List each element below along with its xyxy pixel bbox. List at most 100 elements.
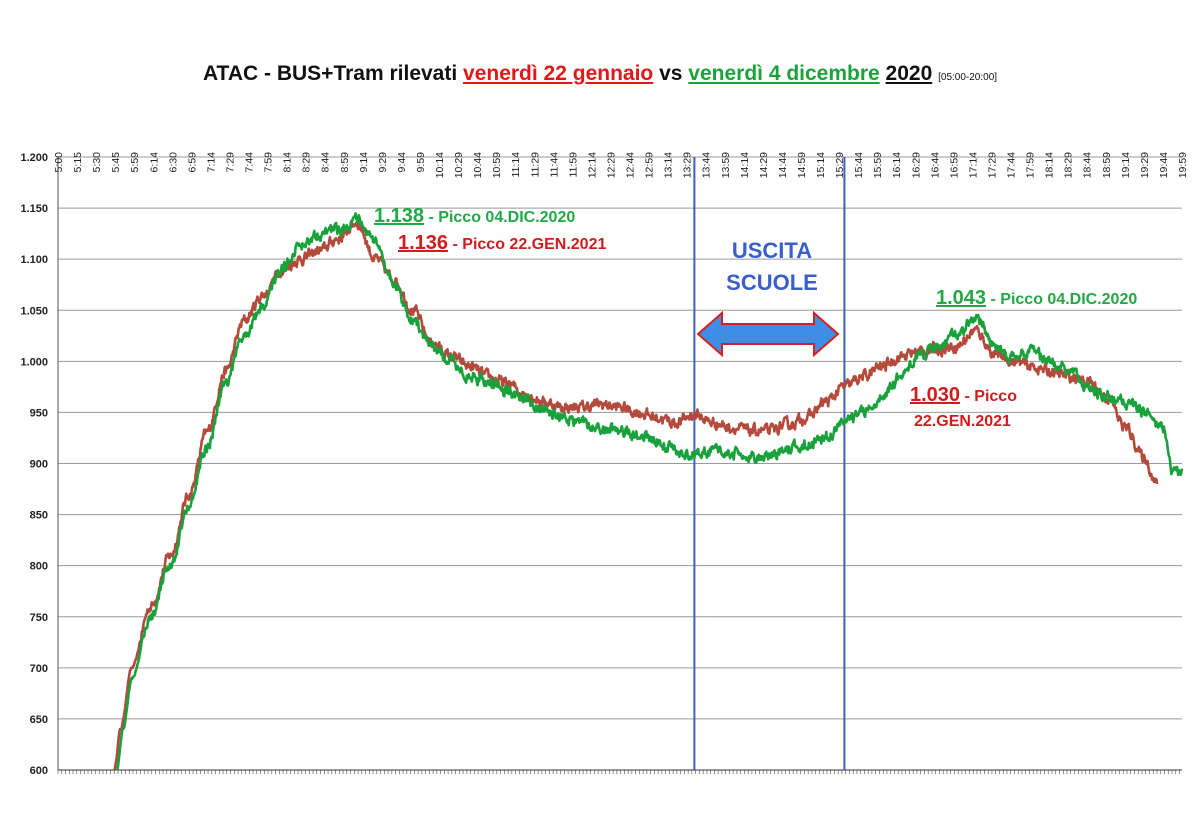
school-exit-markers	[693, 157, 846, 770]
x-tick-label: 8:44	[320, 152, 332, 173]
title-year: 2020	[885, 62, 933, 85]
x-tick-label: 18:14	[1044, 152, 1056, 178]
annotation-peak-dec-afternoon-value: 1.043	[936, 287, 987, 309]
x-tick-label: 14:29	[758, 152, 770, 178]
x-tick-label: 16:44	[929, 152, 941, 178]
y-tick-label: 1.150	[20, 203, 48, 215]
x-tick-label: 9:29	[377, 152, 389, 173]
x-tick-label: 17:59	[1025, 152, 1037, 178]
y-tick-label: 850	[30, 510, 48, 522]
chart-grid	[57, 156, 1182, 774]
x-tick-label: 11:59	[567, 152, 579, 178]
annotation-peak-jan-morning-text: - Picco 22.GEN.2021	[448, 236, 607, 253]
annotation-peak-jan-afternoon-date: 22.GEN.2021	[914, 413, 1011, 430]
y-tick-label: 1.100	[20, 254, 48, 266]
x-tick-label: 14:14	[739, 152, 751, 178]
x-tick-label: 16:29	[910, 152, 922, 178]
annotation-peak-jan-afternoon: 1.030 - Picco	[910, 384, 1017, 407]
x-tick-label: 17:14	[967, 152, 979, 178]
x-tick-label: 7:59	[263, 152, 275, 173]
double-arrow-icon	[696, 310, 840, 358]
x-tick-label: 7:14	[205, 152, 217, 173]
x-tick-label: 12:59	[644, 152, 656, 178]
x-tick-label: 13:44	[701, 152, 713, 178]
x-tick-label: 7:29	[224, 152, 236, 173]
x-tick-label: 9:44	[396, 152, 408, 173]
x-tick-label: 13:59	[720, 152, 732, 178]
x-tick-label: 19:14	[1120, 152, 1132, 178]
x-tick-label: 16:59	[948, 152, 960, 178]
y-tick-label: 1.000	[20, 356, 48, 368]
x-tick-label: 19:59	[1177, 152, 1189, 178]
y-tick-label: 1.200	[20, 152, 48, 164]
x-tick-label: 19:29	[1139, 152, 1151, 178]
x-tick-label: 8:59	[339, 152, 351, 173]
x-tick-label: 12:14	[586, 152, 598, 178]
x-tick-label: 17:44	[1006, 152, 1018, 178]
title-prefix: ATAC	[202, 62, 259, 85]
title-middle: BUS+Tram rilevati	[276, 62, 464, 85]
x-tick-label: 15:59	[872, 152, 884, 178]
title-vs: vs	[653, 62, 689, 85]
x-tick-label: 15:14	[815, 152, 827, 178]
annotation-uscita-scuole: USCITA SCUOLE	[702, 235, 842, 299]
title-dash: -	[258, 62, 277, 85]
x-tick-label: 18:59	[1101, 152, 1113, 178]
x-tick-label: 12:29	[605, 152, 617, 178]
chart-title: ATAC - BUS+Tram rilevati venerdì 22 genn…	[0, 62, 1200, 86]
x-tick-label: 11:29	[529, 152, 541, 178]
x-tick-label: 10:14	[434, 152, 446, 178]
annotation-uscita-line2: SCUOLE	[726, 270, 818, 295]
x-tick-label: 10:59	[491, 152, 503, 178]
y-axis-ticks: 600 650 700 750 800 850 900 950 1.000 1.050 1.100 1…	[20, 152, 48, 777]
x-tick-label: 13:29	[682, 152, 694, 178]
x-tick-label: 17:29	[986, 152, 998, 178]
y-tick-label: 800	[30, 561, 48, 573]
x-tick-label: 9:14	[358, 152, 370, 173]
x-tick-label: 5:45	[110, 152, 122, 173]
annotation-peak-dec-morning-value: 1.138	[374, 205, 425, 227]
x-tick-label: 8:29	[301, 152, 313, 173]
x-tick-label: 15:29	[834, 152, 846, 178]
x-tick-label: 14:44	[777, 152, 789, 178]
title-red-date: venerdì 22 gennaio	[463, 62, 654, 85]
x-tick-label: 11:44	[548, 152, 560, 178]
x-tick-label: 5:30	[91, 152, 103, 173]
x-tick-label: 9:59	[415, 152, 427, 173]
annotation-peak-dec-afternoon-text: - Picco 04.DIC.2020	[986, 291, 1138, 308]
x-tick-label: 12:44	[625, 152, 637, 178]
x-tick-label: 19:44	[1158, 152, 1170, 178]
y-tick-label: 1.050	[20, 305, 48, 317]
y-tick-label: 900	[30, 459, 48, 471]
annotation-peak-jan-morning-value: 1.136	[398, 232, 449, 254]
y-tick-label: 650	[30, 714, 48, 726]
title-green-date: venerdì 4 dicembre	[688, 62, 880, 85]
y-tick-label: 700	[30, 663, 48, 675]
double-arrow-shape	[696, 310, 840, 358]
annotation-peak-jan-afternoon-text1: - Picco	[960, 388, 1017, 405]
x-tick-label: 10:29	[453, 152, 465, 178]
series-lines	[113, 212, 1184, 771]
series-line-jan	[113, 220, 1159, 771]
x-tick-label: 5:59	[129, 152, 141, 173]
y-tick-label: 950	[30, 407, 48, 419]
annotation-peak-dec-morning: 1.138 - Picco 04.DIC.2020	[374, 205, 575, 228]
annotation-peak-dec-morning-text: - Picco 04.DIC.2020	[424, 209, 576, 226]
annotation-peak-jan-afternoon-value: 1.030	[910, 384, 961, 406]
x-tick-label: 10:44	[472, 152, 484, 178]
x-tick-label: 18:29	[1063, 152, 1075, 178]
y-tick-label: 750	[30, 612, 48, 624]
x-tick-label: 7:44	[244, 152, 256, 173]
x-tick-label: 8:14	[282, 152, 294, 173]
x-tick-label: 16:14	[891, 152, 903, 178]
x-tick-label: 15:44	[853, 152, 865, 178]
x-tick-label: 18:44	[1082, 152, 1094, 178]
x-axis-ticks: 5:00 5:15 5:30 5:45 5:59 6:14 6:30 6:59 7:14 7:29…	[53, 152, 1189, 178]
x-tick-label: 6:14	[148, 152, 160, 173]
x-tick-label: 14:59	[796, 152, 808, 178]
annotation-peak-dec-afternoon: 1.043 - Picco 04.DIC.2020	[936, 287, 1137, 310]
series-line-dec	[115, 212, 1184, 771]
x-tick-label: 11:14	[510, 152, 522, 178]
x-tick-label: 6:30	[167, 152, 179, 173]
